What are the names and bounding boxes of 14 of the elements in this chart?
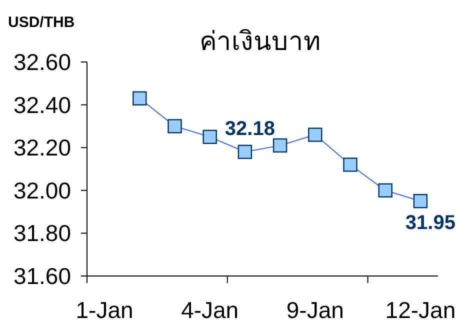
y-axis-title: USD/THB [8,14,75,31]
x-tick-label: 9-Jan [286,297,344,323]
data-label: 32.18 [224,118,275,140]
y-tick-label: 31.80 [13,220,71,246]
chart-title: ค่าเงินบาท [200,26,320,56]
x-tick-label: 12-Jan [385,297,456,323]
x-tick-label: 4-Jan [181,297,239,323]
data-label: 31.95 [405,212,456,234]
y-tick-label: 32.00 [13,177,71,204]
x-tick-label: 1-Jan [76,297,134,323]
y-tick-label: 32.60 [13,49,71,75]
y-tick-label: 32.20 [13,134,71,161]
y-tick-label: 32.40 [13,92,71,118]
y-tick-label: 31.60 [13,263,71,289]
